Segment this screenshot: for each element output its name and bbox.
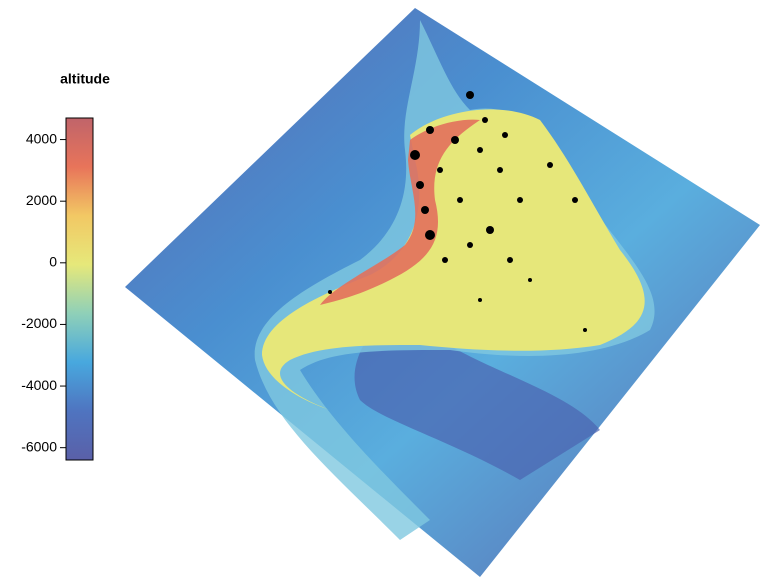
tick-label: 2000 [26, 192, 57, 208]
tick-label: 4000 [26, 130, 57, 146]
colorbar-title: altitude [60, 71, 110, 87]
chart: altitude 4000 2000 0 -2000 -4000 -6000 [0, 0, 760, 577]
tick-label: -2000 [21, 315, 57, 331]
tick-label: -6000 [21, 438, 57, 454]
colorbar [66, 118, 93, 460]
surface [125, 8, 760, 577]
tick-label: -4000 [21, 377, 57, 393]
tick-label: 0 [49, 254, 57, 270]
